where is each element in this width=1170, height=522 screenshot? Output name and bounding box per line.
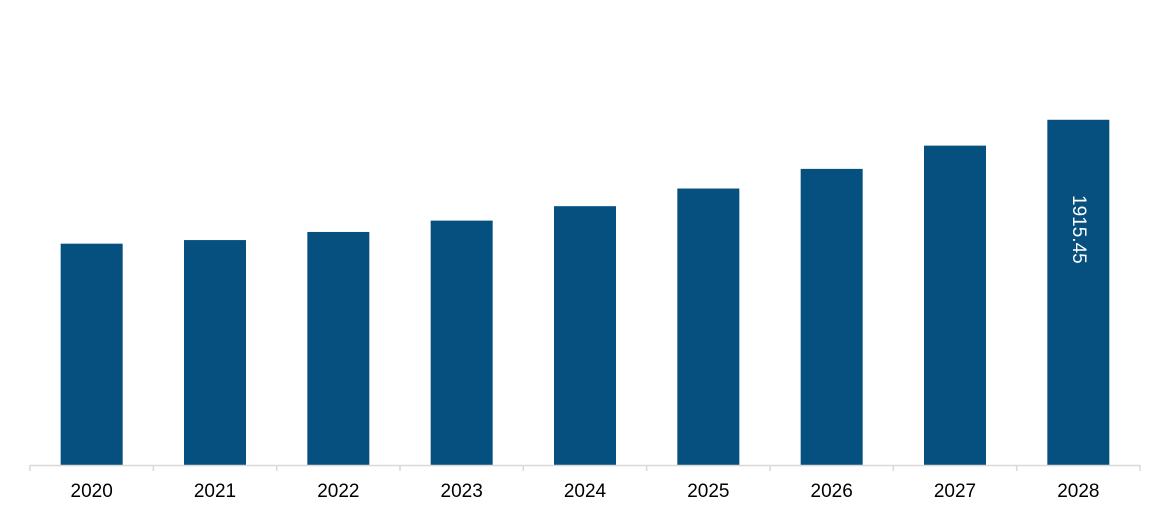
x-tick-label-2024: 2024 (564, 481, 607, 502)
bar-2023 (430, 220, 493, 465)
bar-2026 (800, 168, 863, 465)
x-tick-label-2020: 2020 (71, 481, 113, 502)
x-tick-label-2025: 2025 (687, 481, 729, 502)
x-tick-label-2023: 2023 (441, 481, 483, 502)
x-axis (29, 464, 1141, 471)
bar-2022 (307, 231, 370, 465)
x-tick-label-2021: 2021 (194, 481, 236, 502)
x-tick-labels: 2020 2021 2022 2023 2024 2025 2026 2027 2028 (71, 481, 1100, 502)
x-tick-label-2022: 2022 (317, 481, 359, 502)
x-tick-label-2028: 2028 (1057, 481, 1099, 502)
bar-2025 (677, 188, 740, 465)
bar-2020 (60, 243, 123, 465)
x-tick-label-2026: 2026 (811, 481, 853, 502)
bar-2024 (554, 206, 616, 466)
data-label-2028: 1915.45 (1068, 195, 1089, 264)
bar-2021 (184, 240, 246, 465)
bar-2027 (924, 145, 986, 465)
bar-2028 (1047, 119, 1110, 465)
x-tick-label-2027: 2027 (934, 481, 976, 502)
bars-group (60, 119, 1110, 466)
data-labels-group: 1915.45 (1068, 195, 1089, 264)
